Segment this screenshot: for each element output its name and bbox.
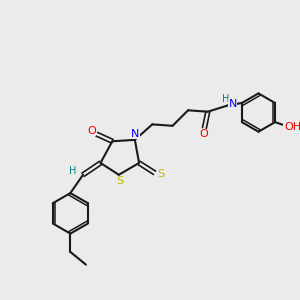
Text: H: H — [222, 94, 230, 104]
Text: S: S — [157, 169, 164, 179]
Text: N: N — [131, 129, 140, 139]
Text: H: H — [69, 166, 76, 176]
Text: O: O — [200, 129, 208, 139]
Text: OH: OH — [284, 122, 300, 132]
Text: S: S — [117, 176, 124, 186]
Text: N: N — [228, 99, 237, 109]
Text: O: O — [87, 126, 96, 136]
